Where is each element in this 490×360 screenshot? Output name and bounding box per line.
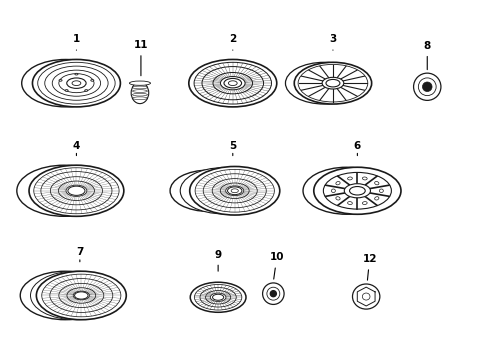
Ellipse shape xyxy=(314,167,401,214)
Text: 10: 10 xyxy=(270,252,284,279)
Ellipse shape xyxy=(336,181,340,185)
Text: 11: 11 xyxy=(134,40,148,76)
Ellipse shape xyxy=(379,189,383,193)
Ellipse shape xyxy=(224,78,242,88)
Text: 7: 7 xyxy=(76,247,83,262)
Ellipse shape xyxy=(189,59,277,107)
Text: 1: 1 xyxy=(73,35,80,50)
Ellipse shape xyxy=(347,177,352,180)
Ellipse shape xyxy=(422,82,432,91)
Ellipse shape xyxy=(190,166,280,215)
Ellipse shape xyxy=(74,292,88,299)
Text: 9: 9 xyxy=(215,249,221,271)
Ellipse shape xyxy=(303,167,390,214)
Text: 4: 4 xyxy=(73,141,80,156)
Ellipse shape xyxy=(344,184,370,198)
Ellipse shape xyxy=(129,81,150,85)
Ellipse shape xyxy=(352,284,380,309)
Text: 8: 8 xyxy=(424,41,431,69)
Ellipse shape xyxy=(65,90,68,91)
Ellipse shape xyxy=(227,187,242,195)
Ellipse shape xyxy=(29,165,124,216)
Ellipse shape xyxy=(263,283,284,305)
Ellipse shape xyxy=(68,186,85,195)
Ellipse shape xyxy=(294,62,371,104)
Ellipse shape xyxy=(270,291,276,297)
Ellipse shape xyxy=(362,293,370,300)
Ellipse shape xyxy=(20,271,110,320)
Text: 5: 5 xyxy=(229,141,236,156)
Ellipse shape xyxy=(363,202,367,204)
Ellipse shape xyxy=(414,73,441,100)
Ellipse shape xyxy=(213,294,224,300)
Ellipse shape xyxy=(331,189,335,193)
Ellipse shape xyxy=(131,82,149,104)
Text: 12: 12 xyxy=(362,254,377,280)
Ellipse shape xyxy=(375,181,379,185)
Ellipse shape xyxy=(36,271,126,320)
Ellipse shape xyxy=(59,80,62,81)
Ellipse shape xyxy=(85,90,88,91)
Ellipse shape xyxy=(17,165,112,216)
Text: 2: 2 xyxy=(229,35,236,50)
Ellipse shape xyxy=(30,271,121,320)
Ellipse shape xyxy=(349,186,365,195)
Ellipse shape xyxy=(67,78,86,89)
Ellipse shape xyxy=(375,197,379,200)
Ellipse shape xyxy=(347,202,352,204)
Ellipse shape xyxy=(32,59,121,107)
Ellipse shape xyxy=(336,197,340,200)
Text: 3: 3 xyxy=(329,35,337,50)
Text: 6: 6 xyxy=(354,141,361,156)
Ellipse shape xyxy=(363,177,367,180)
Ellipse shape xyxy=(322,77,344,89)
Ellipse shape xyxy=(180,168,266,214)
Ellipse shape xyxy=(170,170,246,211)
Ellipse shape xyxy=(326,80,340,87)
Ellipse shape xyxy=(190,282,246,312)
Ellipse shape xyxy=(91,80,94,81)
Ellipse shape xyxy=(75,73,78,75)
